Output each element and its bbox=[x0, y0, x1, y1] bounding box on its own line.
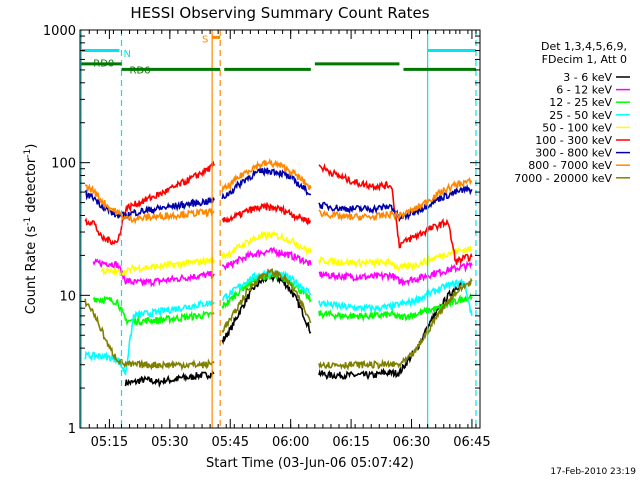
legend-entry-label: 7000 - 20000 keV bbox=[514, 172, 612, 185]
y-tick-label: 100 bbox=[51, 157, 76, 172]
legend: Det 1,3,4,5,6,9,FDecim 1, Att 0 3 - 6 keV… bbox=[514, 40, 630, 185]
legend-entry-label: 300 - 800 keV bbox=[535, 147, 612, 160]
legend-entry-label: 100 - 300 keV bbox=[535, 134, 612, 147]
x-axis-label: Start Time (03-Jun-06 05:07:42) bbox=[206, 456, 414, 471]
series-line bbox=[318, 277, 473, 371]
y-tick-label: 1000 bbox=[43, 24, 76, 39]
series-800-7000-kev bbox=[84, 157, 473, 225]
legend-entry-label: 50 - 100 keV bbox=[542, 121, 612, 134]
x-tick-label: 05:45 bbox=[212, 435, 249, 450]
y-tick-label: 10 bbox=[59, 289, 76, 304]
series-line bbox=[92, 295, 215, 327]
legend-entry-label: 25 - 50 keV bbox=[549, 109, 612, 122]
series-line bbox=[84, 160, 215, 246]
series-line bbox=[221, 272, 312, 345]
series-line bbox=[84, 189, 215, 220]
y-axis-label-sup: -1 bbox=[23, 217, 33, 226]
series-line bbox=[221, 201, 312, 226]
series-line bbox=[84, 298, 215, 372]
y-axis-label-main: Count Rate (s bbox=[24, 226, 39, 315]
series-line bbox=[221, 157, 312, 192]
legend-entry-label: 12 - 25 keV bbox=[549, 96, 612, 109]
series-line bbox=[221, 229, 312, 260]
series-50-100-kev bbox=[100, 229, 473, 279]
series-line bbox=[84, 299, 215, 376]
y-axis-label-mid: detector bbox=[24, 157, 39, 217]
plot-area: N S RD0 RD6 bbox=[80, 30, 477, 428]
series-line bbox=[221, 268, 312, 302]
x-tick-label: 06:30 bbox=[393, 435, 430, 450]
x-tick-label: 05:15 bbox=[91, 435, 128, 450]
series-line bbox=[318, 292, 473, 323]
legend-header: FDecim 1, Att 0 bbox=[542, 53, 627, 66]
series-line bbox=[221, 246, 312, 271]
y-tick-label: 1 bbox=[68, 422, 76, 437]
legend-entry-label: 3 - 6 keV bbox=[563, 71, 612, 84]
plot-frame bbox=[79, 29, 481, 429]
series-line bbox=[124, 369, 215, 388]
series-line bbox=[221, 166, 312, 200]
series-line bbox=[100, 255, 215, 279]
axes: 1 10 100 1000 05:15 05:30 05:45 06:00 06:15 06:30… bbox=[43, 24, 491, 450]
flag-label-rd0: RD0 bbox=[93, 58, 114, 69]
series-300-800-kev bbox=[84, 166, 473, 223]
flag-label-rd6: RD6 bbox=[130, 65, 151, 76]
series-line bbox=[318, 176, 473, 222]
y-axis-label-end: ) bbox=[24, 144, 39, 149]
y-axis-label-sup2: -1 bbox=[23, 149, 33, 158]
x-tick-label: 05:30 bbox=[151, 435, 188, 450]
series-line bbox=[92, 258, 215, 288]
series-6-12-kev bbox=[92, 246, 473, 288]
series-line bbox=[318, 260, 473, 287]
series-line bbox=[318, 245, 473, 272]
x-tick-label: 06:45 bbox=[453, 435, 490, 450]
x-tick-label: 06:15 bbox=[332, 435, 369, 450]
series-line bbox=[84, 183, 215, 225]
legend-header: Det 1,3,4,5,6,9, bbox=[541, 40, 627, 53]
series-line bbox=[318, 278, 473, 317]
timestamp-footer: 17-Feb-2010 23:19 bbox=[550, 467, 636, 477]
legend-entry-label: 800 - 7000 keV bbox=[528, 159, 612, 172]
series-7000-20000-kev bbox=[84, 268, 473, 372]
y-axis-label: Count Rate (s-1 detector-1) bbox=[23, 144, 39, 315]
series-25-50-kev bbox=[84, 268, 473, 376]
x-tick-label: 06:00 bbox=[272, 435, 309, 450]
legend-entry-label: 6 - 12 keV bbox=[556, 84, 612, 97]
flag-label-s: S bbox=[202, 35, 208, 46]
flag-label-n: N bbox=[124, 49, 131, 60]
series-line bbox=[221, 268, 312, 334]
chart-title: HESSI Observing Summary Count Rates bbox=[130, 4, 429, 22]
